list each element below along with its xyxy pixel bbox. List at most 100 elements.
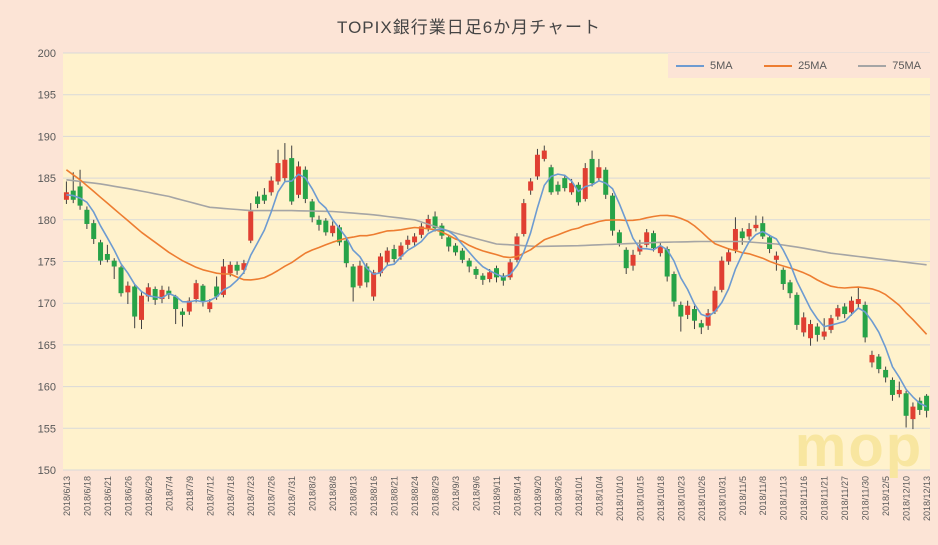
ma5-line-icon [676, 64, 704, 67]
ma75-line-icon [858, 64, 887, 67]
down-candle [739, 231, 745, 239]
up-candle [596, 167, 602, 179]
down-candle [152, 289, 158, 300]
x-axis-tick-label: 2018/6/29 [144, 476, 154, 516]
x-axis-tick-label: 2018/6/26 [123, 476, 133, 516]
down-candle [589, 158, 595, 184]
x-axis-tick-label: 2018/11/27 [840, 476, 850, 520]
x-axis-tick-label: 2018/7/23 [246, 476, 256, 516]
down-candle [214, 286, 220, 297]
up-candle [275, 163, 281, 182]
down-candle [459, 250, 465, 260]
down-candle [302, 169, 308, 199]
up-candle [869, 354, 875, 363]
up-candle [418, 226, 424, 235]
down-candle [255, 196, 261, 204]
up-candle [282, 159, 288, 179]
down-candle [671, 274, 677, 302]
up-candle [207, 302, 213, 310]
up-candle [541, 150, 547, 159]
down-candle [794, 294, 800, 325]
down-candle [562, 178, 568, 189]
x-axis-tick-label: 2018/10/18 [656, 476, 666, 521]
up-candle [296, 166, 302, 195]
up-candle [719, 260, 725, 290]
x-axis-tick-label: 2018/7/12 [205, 476, 215, 516]
x-axis-labels: 2018/6/13 2018/6/18 2018/6/21 2018/6/26 2018… [62, 476, 932, 521]
legend-label-75ma: 75MA [892, 59, 921, 72]
down-candle [616, 232, 622, 244]
up-candle [371, 272, 377, 297]
x-axis-tick-label: 2018/10/26 [697, 476, 707, 521]
legend-label-25ma: 25MA [798, 59, 827, 72]
down-candle [234, 264, 240, 271]
x-axis-tick-label: 2018/9/3 [451, 476, 461, 511]
up-candle [630, 254, 636, 266]
y-axis-tick-label: 200 [38, 48, 56, 60]
down-candle [548, 167, 554, 193]
down-candle [350, 266, 356, 288]
down-candle [98, 242, 104, 261]
x-axis-tick-label: 2018/10/10 [615, 476, 625, 521]
up-candle [145, 287, 151, 297]
down-candle [118, 267, 124, 294]
up-candle [848, 300, 854, 313]
down-candle [924, 395, 930, 411]
x-axis-tick-label: 2018/11/30 [861, 476, 871, 520]
down-candle [814, 326, 820, 335]
x-axis-tick-label: 2018/11/5 [738, 476, 748, 515]
up-candle [644, 232, 650, 245]
x-axis-tick-label: 2018/11/13 [779, 476, 789, 520]
y-axis-tick-label: 175 [38, 257, 56, 269]
ma75-line [66, 179, 927, 266]
up-candle [910, 406, 916, 420]
x-axis-tick-label: 2018/8/16 [369, 476, 379, 516]
up-candle [528, 181, 534, 191]
up-candle [821, 331, 827, 337]
x-axis-tick-label: 2018/8/3 [308, 476, 318, 511]
up-candle [139, 295, 145, 320]
up-candle [384, 250, 390, 263]
up-candle [193, 283, 199, 300]
up-candle [507, 262, 513, 278]
up-candle [357, 265, 363, 286]
x-axis-tick-label: 2018/6/13 [62, 476, 72, 516]
up-candle [801, 317, 807, 333]
x-axis-tick-label: 2018/12/10 [902, 476, 912, 521]
down-candle [903, 393, 909, 416]
x-axis-tick-label: 2018/11/16 [799, 476, 809, 520]
down-candle [691, 309, 697, 321]
x-axis-tick-label: 2018/9/14 [512, 476, 522, 516]
up-candle [569, 183, 575, 193]
ma25-line-icon [764, 64, 793, 67]
x-axis-tick-label: 2018/7/26 [267, 476, 277, 516]
x-axis-tick-label: 2018/8/24 [410, 476, 420, 516]
y-axis-tick-label: 195 [38, 90, 56, 102]
up-candle [712, 290, 718, 312]
down-candle [555, 184, 561, 192]
down-candle [917, 400, 923, 410]
down-candle [343, 240, 349, 264]
x-axis-tick-label: 2018/10/23 [676, 476, 686, 521]
up-candle [227, 264, 233, 274]
up-candle [398, 245, 404, 257]
x-axis-tick-label: 2018/10/15 [635, 476, 645, 521]
up-candle [125, 285, 131, 293]
x-axis-tick-label: 2018/9/20 [533, 476, 543, 516]
down-candle [446, 237, 452, 247]
x-axis-tick-label: 2018/9/11 [492, 476, 502, 515]
down-candle [309, 201, 315, 218]
legend-item-75ma: 75MA [858, 60, 921, 72]
down-candle [91, 223, 97, 239]
down-candle [323, 220, 329, 233]
y-axis-tick-label: 185 [38, 173, 56, 185]
x-axis-tick-label: 2018/7/18 [226, 476, 236, 516]
x-axis-tick-label: 2018/8/21 [390, 476, 400, 516]
down-candle [104, 253, 110, 260]
down-candle [111, 260, 117, 267]
up-candle [896, 389, 902, 395]
ma25-line [65, 169, 928, 335]
y-axis-tick-label: 170 [38, 298, 56, 310]
down-candle [883, 369, 889, 378]
